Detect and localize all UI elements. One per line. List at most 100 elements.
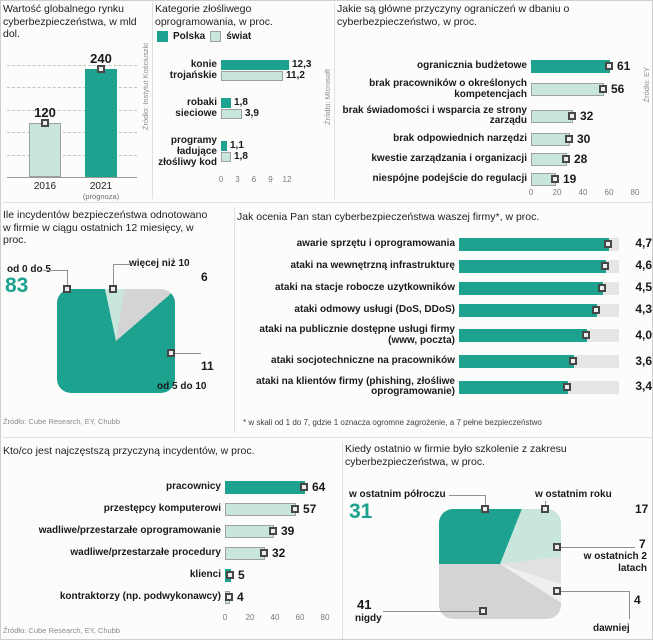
category-label: programy ładujące złośliwy kod [158, 135, 217, 168]
bar-Polska [221, 59, 289, 70]
category-label: brak świadomości i wsparcia ze strony za… [342, 104, 527, 127]
bar-zone [459, 380, 619, 394]
slice-value-nigdy: 41 [357, 597, 372, 612]
bar-end-marker [97, 65, 105, 73]
bar-row: wadliwe/przestarzałe oprogramowanie 39 [3, 523, 333, 539]
training-pie-chart [439, 509, 561, 619]
bar-end-marker [598, 283, 606, 292]
category-label: brak pracowników o określonych kompetenc… [369, 78, 527, 100]
bar-row: klienci 5 [3, 567, 333, 583]
category-label: klienci [189, 568, 221, 580]
bar-end-marker [604, 239, 612, 248]
bar-end-marker [601, 261, 609, 270]
chart-title: Ile incydentów bezpieczeństwa odnotowano… [3, 209, 208, 247]
axis-tick: 60 [295, 613, 305, 622]
panel-incident-causes: Kto/co jest najczęstszą przyczyną incyde… [3, 441, 341, 639]
bar-value: 4,7 [635, 236, 652, 250]
bar-value: 4,0 [635, 327, 652, 342]
category-label: pracownicy [165, 480, 221, 492]
market-bar-chart: 120 2016 240 2021 (prognoza) [7, 51, 137, 201]
bar-end-marker [568, 111, 576, 120]
category-label: ogranicznia budżetowe [416, 60, 527, 72]
x-axis-label: 2021 [89, 181, 113, 192]
slice-label-rok: w ostatnim roku [535, 489, 612, 500]
slice-marker [479, 607, 487, 615]
legend: Polska świat [157, 31, 251, 42]
x-axis-note: (prognoza) [82, 192, 120, 201]
bar-zone: 32 [531, 109, 652, 123]
slice-label-nigdy: nigdy [355, 613, 382, 624]
divider [3, 437, 652, 438]
chart-title: Jak ocenia Pan stan cyberbezpieczeństwa … [237, 211, 540, 223]
slice-value-dawniej: 4 [634, 593, 641, 607]
bar-value: 19 [563, 172, 577, 187]
bar-row: przestępcy komputerowi 57 [3, 501, 333, 517]
legend-label-polska: Polska [173, 31, 206, 42]
legend-swatch-polska [157, 31, 168, 42]
bar-row: ataki na stacje robocze uzytkowników 4,5 [237, 281, 652, 295]
bar-value: 4 [237, 589, 244, 604]
bar [459, 355, 574, 369]
bar-end-marker [592, 305, 600, 314]
source-note: Źródło: Cube Research, EY, Chubb [3, 626, 121, 635]
panel-last-training: Kiedy ostatnio w firmie było szkolenie z… [345, 443, 652, 639]
source-note: Źródło: Microsoft [323, 69, 332, 125]
bar-row: ataki na publicznie dostępne usługi firm… [237, 324, 652, 347]
category-label: awarie sprzętu i oprogramowania [296, 237, 455, 249]
category-label: ataki odmowy usługi (DoS, DDoS) [294, 303, 455, 315]
slice-label-od-5-do-10: od 5 do 10 [157, 381, 207, 392]
slice-marker [481, 505, 489, 513]
bar-group: robaki sieciowe 1,8 3,9 [155, 97, 319, 119]
category-label: ataki na klientów firmy (phishing, złośl… [256, 375, 455, 398]
bar-value: 4,3 [635, 302, 652, 316]
bar-row: ataki na wewnętrzną infrastrukturę 4,6 [237, 259, 652, 273]
bar-row: ogranicznia budżetowe 61 [337, 59, 642, 74]
bar-value: 3,4 [635, 379, 652, 394]
bar [225, 524, 274, 538]
slice-label-od-0-do-5: od 0 do 5 [7, 264, 51, 275]
divider [334, 3, 335, 199]
axis-tick: 80 [630, 188, 640, 197]
leader-line [43, 270, 67, 271]
gridline [7, 65, 137, 66]
axis-tick: 6 [251, 175, 257, 184]
x-axis: 0 3 6 9 12 [219, 175, 292, 185]
chart-title: Kiedy ostatnio w firmie było szkolenie z… [345, 443, 567, 468]
bar-end-marker [605, 62, 613, 70]
bar-świat [221, 152, 231, 162]
bar-end-marker [562, 155, 570, 164]
bar-Polska [221, 97, 231, 108]
bar-value: 3,6 [635, 353, 652, 368]
bar [459, 281, 603, 295]
slice-value-2-lata: 7 [639, 537, 646, 551]
source-note: Źródło: Instytut Kościuszki [141, 43, 150, 131]
bar [531, 109, 573, 123]
slice-marker [541, 505, 549, 513]
bar-zone: 61 [531, 60, 652, 73]
bar [459, 303, 597, 317]
category-label: konie trojańskie [169, 59, 217, 81]
category-label: kontraktorzy (np. podwykonawcy) [59, 590, 221, 602]
gridline [7, 110, 137, 111]
incidents-pie-chart [57, 289, 175, 393]
bar-end-marker [226, 570, 234, 579]
bar-end-marker [291, 504, 299, 513]
bar-row: brak świadomości i wsparcia ze strony za… [337, 104, 642, 128]
leader-line [561, 591, 629, 592]
bar-row: kwestie zarządzania i organizacji 28 [337, 152, 642, 167]
bar-zone: 19 [531, 172, 652, 187]
bar-row: ataki odmowy usługi (DoS, DDoS) 4,3 [237, 303, 652, 317]
axis-tick: 40 [270, 613, 280, 622]
bar-zone: 39 [225, 524, 329, 538]
bar-row: brak pracowników o określonych kompetenc… [337, 78, 642, 101]
bar-row: brak odpowiednich narzędzi 30 [337, 132, 642, 147]
chart-title: Wartość globalnego rynku cyberbezpieczeń… [3, 3, 137, 41]
gridline [7, 177, 137, 178]
source-note: Źródło: EY [642, 67, 651, 103]
bar-end-marker [269, 526, 277, 535]
bar-value: 32 [272, 545, 286, 560]
bar-zone: 5 [225, 568, 329, 582]
slice-value-rok: 17 [635, 502, 649, 516]
axis-tick: 60 [604, 188, 614, 197]
